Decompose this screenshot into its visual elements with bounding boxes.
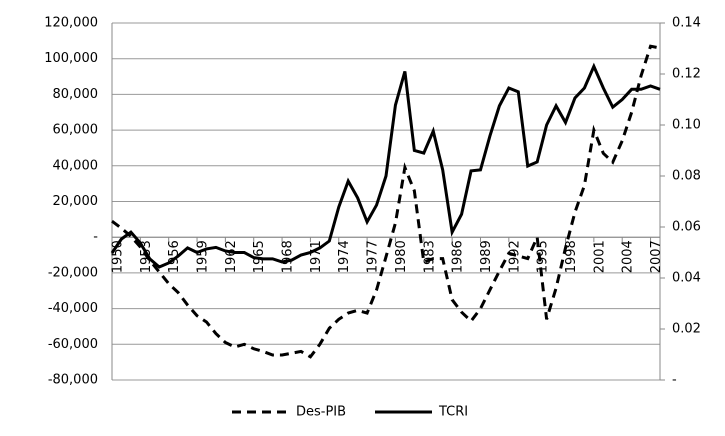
y2-tick-label: - — [672, 373, 677, 388]
y-tick-label: -20,000 — [48, 265, 98, 280]
y-tick-label: 100,000 — [44, 51, 98, 66]
x-tick-label: 1995 — [536, 240, 551, 273]
x-tick-label: 1959 — [196, 240, 211, 273]
y2-tick-label: 0.06 — [672, 220, 701, 235]
series-line — [110, 62, 661, 269]
y2-tick-label: 0.04 — [672, 271, 701, 286]
y-tick-label: 40,000 — [53, 158, 99, 173]
legend-label: TCRI — [438, 405, 468, 420]
x-tick-label: 2004 — [621, 240, 636, 273]
x-tick-label: 2001 — [592, 240, 607, 273]
y-tick-label: -60,000 — [48, 337, 98, 352]
x-tick-label: 1986 — [451, 240, 466, 273]
y-tick-label: 20,000 — [53, 194, 99, 209]
legend-label: Des-PIB — [296, 405, 346, 420]
x-tick-label: 2007 — [649, 240, 664, 273]
y2-tick-label: 0.02 — [672, 322, 701, 337]
x-tick-label: 1998 — [564, 240, 579, 273]
y-tick-label: 120,000 — [44, 16, 98, 31]
y-tick-label: 80,000 — [53, 87, 99, 102]
x-tick-label: 1980 — [394, 240, 409, 273]
y2-tick-label: 0.10 — [672, 118, 701, 133]
y2-tick-label: 0.12 — [672, 67, 701, 82]
x-tick-label: 1983 — [422, 240, 437, 273]
y-tick-label: -80,000 — [48, 373, 98, 388]
y2-tick-label: 0.14 — [672, 16, 701, 31]
x-tick-label: 1992 — [507, 240, 522, 273]
x-tick-label: 1974 — [337, 240, 352, 273]
y-tick-label: 60,000 — [53, 123, 99, 138]
x-tick-label: 1989 — [479, 240, 494, 273]
x-tick-label: 1962 — [224, 240, 239, 273]
y-tick-label: - — [93, 230, 98, 245]
x-tick-label: 1977 — [366, 240, 381, 273]
y-tick-label: -40,000 — [48, 301, 98, 316]
series-line — [111, 44, 661, 359]
y2-tick-label: 0.08 — [672, 169, 701, 184]
x-tick-label: 1965 — [252, 240, 267, 273]
x-tick-label: 1968 — [281, 240, 296, 273]
